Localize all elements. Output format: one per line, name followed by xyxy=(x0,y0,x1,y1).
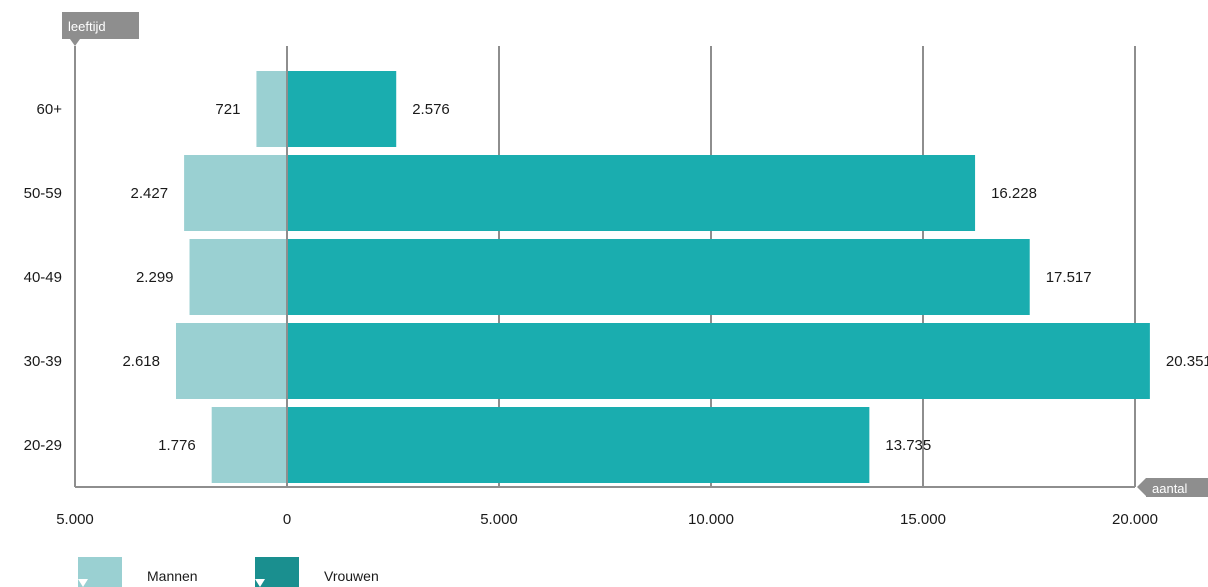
value-label-mannen: 2.618 xyxy=(122,353,160,370)
category-label: 30-39 xyxy=(24,353,62,370)
value-label-mannen: 1.776 xyxy=(158,437,196,454)
category-label: 40-49 xyxy=(24,269,62,286)
legend-label-vrouwen: Vrouwen xyxy=(324,568,379,584)
y-axis-label: leeftijd xyxy=(68,19,106,34)
bar-vrouwen xyxy=(287,71,397,147)
x-tick-label: 5.000 xyxy=(480,511,518,528)
value-label-vrouwen: 2.576 xyxy=(412,101,450,118)
bar-mannen xyxy=(256,71,287,147)
value-label-vrouwen: 17.517 xyxy=(1046,269,1092,286)
bar-vrouwen xyxy=(287,155,976,231)
legend: Mannen Vrouwen xyxy=(78,557,379,587)
y-axis-tag: leeftijd xyxy=(62,12,139,46)
legend-item-vrouwen: Vrouwen xyxy=(255,557,379,587)
bar-vrouwen xyxy=(287,239,1030,315)
x-tick-label: 5.000 xyxy=(56,511,94,528)
bars xyxy=(175,71,1150,483)
bar-mannen xyxy=(175,323,287,399)
x-tick-labels: 5.000 0 5.000 10.000 15.000 20.000 xyxy=(56,511,1158,528)
x-tick-label: 0 xyxy=(283,511,291,528)
value-label-mannen: 2.427 xyxy=(131,185,169,202)
value-label-mannen: 721 xyxy=(215,101,240,118)
value-label-vrouwen: 16.228 xyxy=(991,185,1037,202)
value-label-vrouwen: 20.351 xyxy=(1166,353,1208,370)
x-axis-tag: aantal xyxy=(1137,478,1208,497)
bar-vrouwen xyxy=(287,323,1150,399)
legend-label-mannen: Mannen xyxy=(147,568,198,584)
legend-item-mannen: Mannen xyxy=(78,557,198,587)
bar-mannen xyxy=(184,155,287,231)
x-tick-label: 15.000 xyxy=(900,511,946,528)
category-labels: 60+ 50-59 40-49 30-39 20-29 xyxy=(24,101,63,454)
category-label: 20-29 xyxy=(24,437,62,454)
x-tick-label: 10.000 xyxy=(688,511,734,528)
bar-mannen xyxy=(211,407,287,483)
bar-mannen xyxy=(189,239,287,315)
value-label-vrouwen: 13.735 xyxy=(885,437,931,454)
x-axis-label: aantal xyxy=(1152,481,1188,496)
category-label: 50-59 xyxy=(24,185,62,202)
bar-vrouwen xyxy=(287,407,870,483)
category-label: 60+ xyxy=(37,101,63,118)
value-labels: 721 2.576 2.427 16.228 2.299 17.517 2.618 20.35… xyxy=(122,101,1208,454)
value-label-mannen: 2.299 xyxy=(136,269,174,286)
x-tick-label: 20.000 xyxy=(1112,511,1158,528)
